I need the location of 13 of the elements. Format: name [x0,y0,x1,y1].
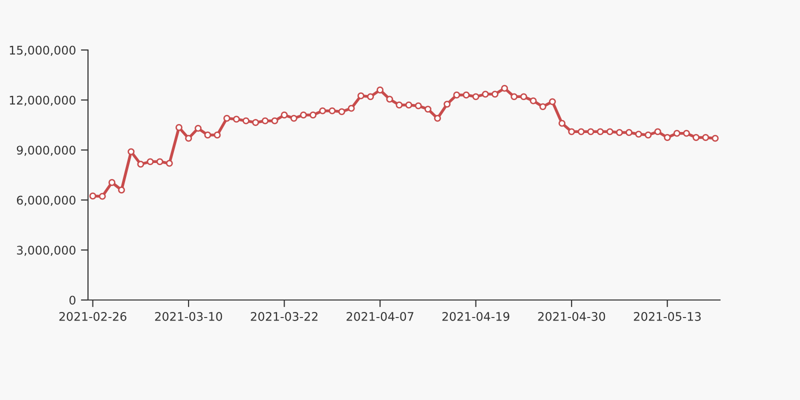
x-tick-label: 2021-02-26 [59,312,126,321]
y-tick-label: 3,000,000 [17,246,76,256]
x-tick-label: 2021-03-22 [250,312,318,321]
y-tick-label: 15,000,000 [10,46,76,56]
y-tick-label: 9,000,000 [16,146,76,156]
y-tick-label: 6,000,000 [16,196,76,206]
y-tick-label: 12,000,000 [10,96,76,106]
x-tick-label: 2021-04-19 [442,312,510,321]
x-tick-label: 2021-04-30 [538,312,606,321]
x-tick-label: 2021-03-10 [155,312,222,321]
y-tick-label: 0 [69,296,76,305]
x-tick-label: 2021-05-13 [634,312,701,321]
x-tick-label: 2021-04-07 [346,312,414,321]
